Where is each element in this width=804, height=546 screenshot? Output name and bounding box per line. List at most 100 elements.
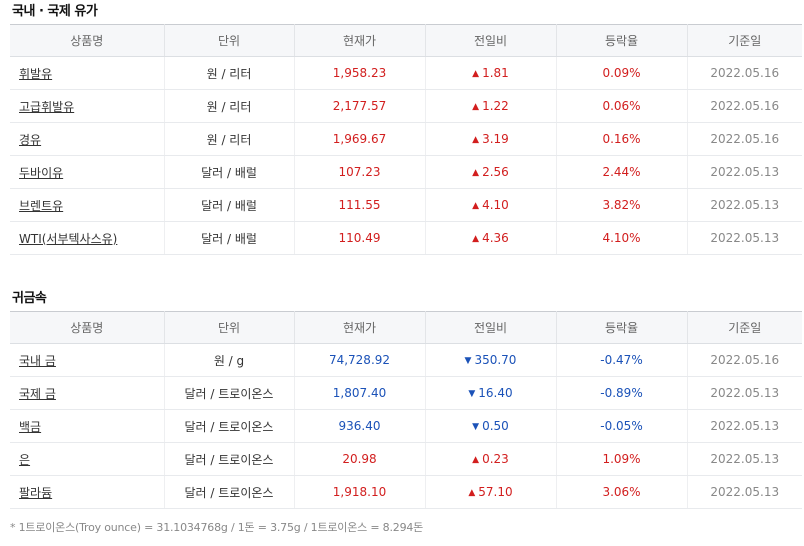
change-cell: ▼ 0.50: [425, 409, 557, 443]
product-link[interactable]: 휘발유: [19, 66, 53, 81]
product-name-cell: 브렌트유: [10, 188, 165, 222]
price-cell: 107.23: [294, 155, 426, 189]
price-cell: 1,807.40: [294, 376, 426, 410]
product-name-cell: 국제 금: [10, 376, 165, 410]
product-link[interactable]: 경유: [19, 132, 42, 147]
product-name-cell: 두바이유: [10, 155, 165, 189]
change-value: 4.36: [482, 231, 509, 245]
triangle-up-icon: ▲: [472, 135, 480, 145]
change-value: 1.81: [482, 66, 509, 80]
date-cell: 2022.05.13: [687, 188, 802, 222]
product-link[interactable]: 은: [19, 452, 31, 467]
date-cell: 2022.05.13: [687, 155, 802, 189]
date-cell: 2022.05.13: [687, 376, 802, 410]
product-link[interactable]: 두바이유: [19, 165, 64, 180]
col-header-price: 현재가: [294, 311, 426, 344]
change-cell: ▲ 4.10: [425, 188, 557, 222]
date-cell: 2022.05.16: [687, 56, 802, 90]
rate-cell: 3.06%: [556, 475, 688, 509]
date-cell: 2022.05.16: [687, 122, 802, 156]
change-cell: ▲ 4.36: [425, 221, 557, 255]
triangle-down-icon: ▼: [464, 356, 472, 366]
change-value: 57.10: [478, 485, 513, 499]
change-cell: ▲ 1.22: [425, 89, 557, 123]
table-header-row: 상품명 단위 현재가 전일비 등락율 기준일: [10, 24, 802, 57]
rate-cell: 2.44%: [556, 155, 688, 189]
price-cell: 936.40: [294, 409, 426, 443]
rate-cell: -0.05%: [556, 409, 688, 443]
triangle-up-icon: ▲: [472, 455, 480, 465]
date-cell: 2022.05.13: [687, 409, 802, 443]
product-name-cell: WTI(서부텍사스유): [10, 221, 165, 255]
date-cell: 2022.05.16: [687, 343, 802, 377]
rate-cell: 0.06%: [556, 89, 688, 123]
date-cell: 2022.05.13: [687, 475, 802, 509]
table-row: 휘발유 원 / 리터 1,958.23 ▲ 1.81 0.09% 2022.05.16: [10, 56, 802, 90]
product-link[interactable]: 국제 금: [19, 386, 56, 401]
col-header-price: 현재가: [294, 24, 426, 57]
rate-cell: 4.10%: [556, 221, 688, 255]
rate-cell: -0.89%: [556, 376, 688, 410]
product-link[interactable]: WTI(서부텍사스유): [19, 231, 118, 246]
product-name-cell: 백금: [10, 409, 165, 443]
rate-cell: 0.16%: [556, 122, 688, 156]
unit-cell: 달러 / 트로이온스: [164, 475, 295, 509]
triangle-up-icon: ▲: [472, 69, 480, 79]
date-cell: 2022.05.13: [687, 221, 802, 255]
table-row: 백금 달러 / 트로이온스 936.40 ▼ 0.50 -0.05% 2022.05.13: [10, 409, 802, 443]
change-cell: ▲ 1.81: [425, 56, 557, 90]
price-cell: 1,969.67: [294, 122, 426, 156]
table-row: 경유 원 / 리터 1,969.67 ▲ 3.19 0.16% 2022.05.16: [10, 122, 802, 156]
table-row: 팔라듐 달러 / 트로이온스 1,918.10 ▲ 57.10 3.06% 2022.05.…: [10, 475, 802, 509]
triangle-up-icon: ▲: [472, 201, 480, 211]
date-cell: 2022.05.16: [687, 89, 802, 123]
unit-cell: 달러 / 배럴: [164, 155, 295, 189]
unit-cell: 달러 / 트로이온스: [164, 442, 295, 476]
product-name-cell: 국내 금: [10, 343, 165, 377]
metal-price-table: 상품명 단위 현재가 전일비 등락율 기준일 국내 금 원 / g 74,728.9…: [10, 311, 802, 509]
price-cell: 111.55: [294, 188, 426, 222]
triangle-up-icon: ▲: [472, 102, 480, 112]
change-cell: ▼ 16.40: [425, 376, 557, 410]
price-cell: 2,177.57: [294, 89, 426, 123]
oil-price-table: 상품명 단위 현재가 전일비 등락율 기준일 휘발유 원 / 리터 1,958.23…: [10, 24, 802, 255]
change-cell: ▲ 2.56: [425, 155, 557, 189]
product-link[interactable]: 고급휘발유: [19, 99, 75, 114]
product-name-cell: 팔라듐: [10, 475, 165, 509]
change-value: 16.40: [478, 386, 513, 400]
rate-cell: -0.47%: [556, 343, 688, 377]
change-value: 3.19: [482, 132, 509, 146]
unit-cell: 달러 / 트로이온스: [164, 409, 295, 443]
col-header-rate: 등락율: [556, 24, 688, 57]
product-link[interactable]: 팔라듐: [19, 485, 53, 500]
table-row: 브렌트유 달러 / 배럴 111.55 ▲ 4.10 3.82% 2022.05.13: [10, 188, 802, 222]
table-row: 은 달러 / 트로이온스 20.98 ▲ 0.23 1.09% 2022.05.13: [10, 442, 802, 476]
change-value: 0.50: [482, 419, 509, 433]
price-cell: 1,958.23: [294, 56, 426, 90]
change-value: 0.23: [482, 452, 509, 466]
price-cell: 110.49: [294, 221, 426, 255]
change-cell: ▲ 0.23: [425, 442, 557, 476]
product-link[interactable]: 브렌트유: [19, 198, 64, 213]
price-cell: 1,918.10: [294, 475, 426, 509]
product-name-cell: 고급휘발유: [10, 89, 165, 123]
change-cell: ▲ 57.10: [425, 475, 557, 509]
product-link[interactable]: 백금: [19, 419, 42, 434]
unit-cell: 달러 / 트로이온스: [164, 376, 295, 410]
price-cell: 20.98: [294, 442, 426, 476]
product-name-cell: 휘발유: [10, 56, 165, 90]
unit-cell: 달러 / 배럴: [164, 221, 295, 255]
triangle-down-icon: ▼: [468, 389, 476, 399]
unit-cell: 달러 / 배럴: [164, 188, 295, 222]
change-cell: ▼ 350.70: [425, 343, 557, 377]
product-link[interactable]: 국내 금: [19, 353, 56, 368]
col-header-name: 상품명: [10, 24, 165, 57]
table-row: WTI(서부텍사스유) 달러 / 배럴 110.49 ▲ 4.36 4.10% 2022.0…: [10, 221, 802, 255]
change-value: 2.56: [482, 165, 509, 179]
col-header-date: 기준일: [687, 24, 802, 57]
rate-cell: 1.09%: [556, 442, 688, 476]
triangle-down-icon: ▼: [472, 422, 480, 432]
table-row: 국제 금 달러 / 트로이온스 1,807.40 ▼ 16.40 -0.89% 2022.0…: [10, 376, 802, 410]
col-header-change: 전일비: [425, 311, 557, 344]
